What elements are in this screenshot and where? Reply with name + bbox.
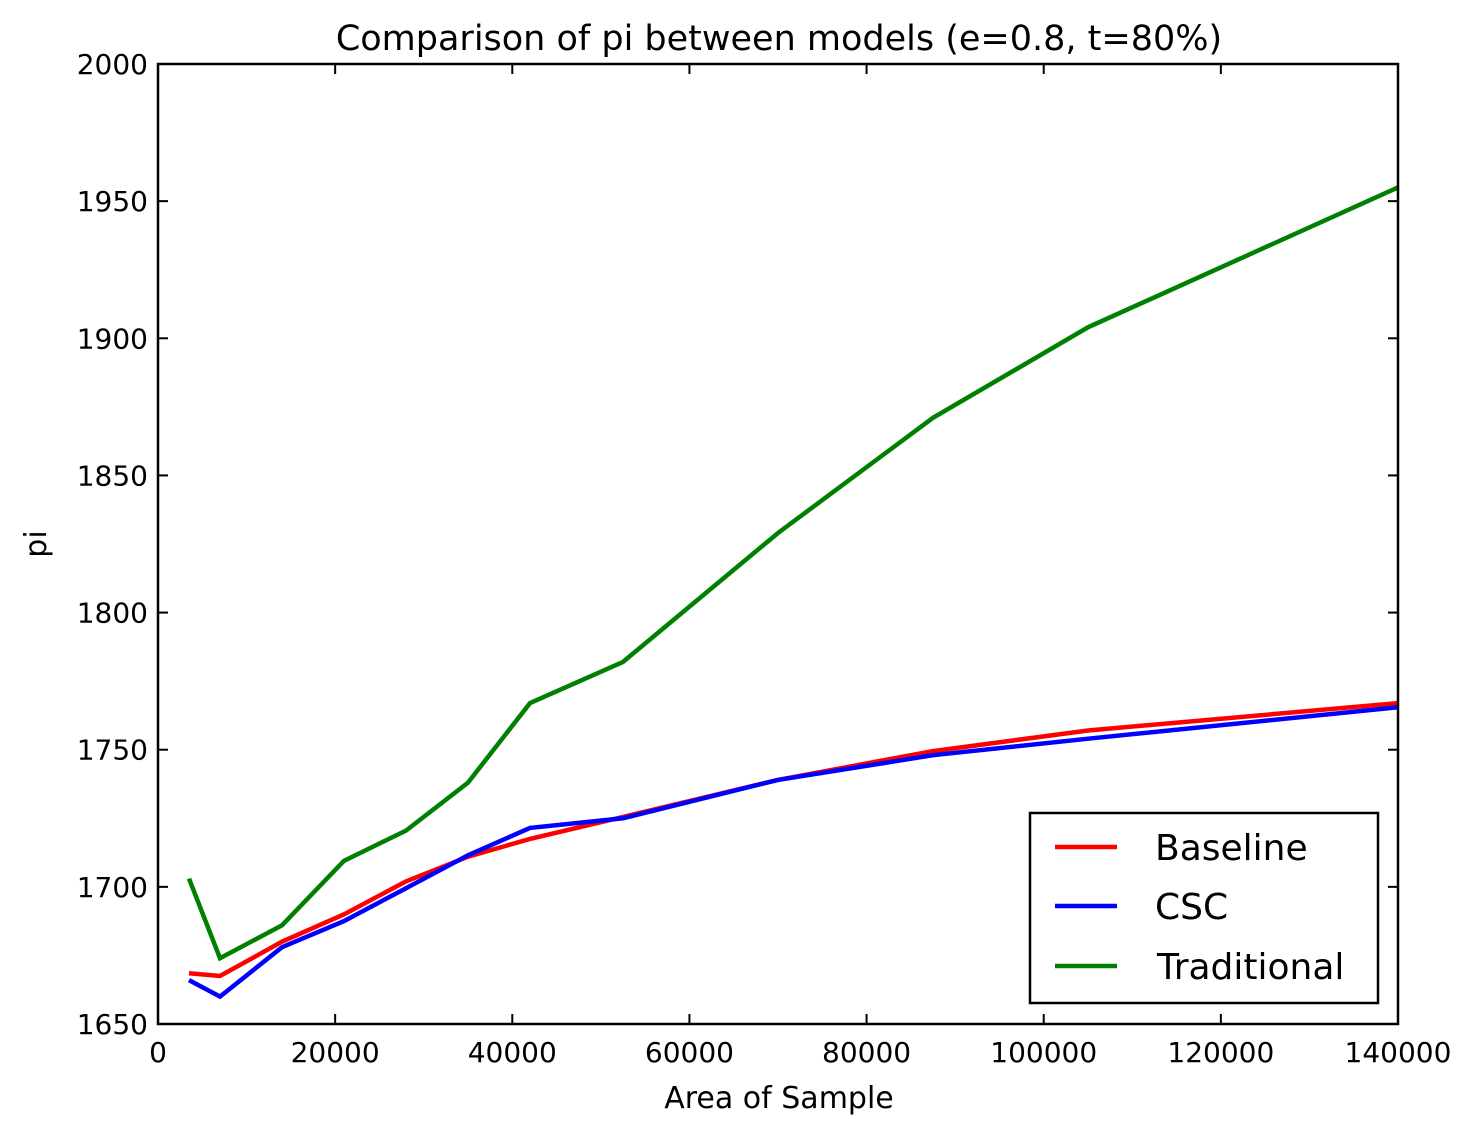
y-tick-label: 2000 (77, 48, 148, 81)
y-tick-label: 1900 (77, 322, 148, 355)
x-tick-label: 120000 (1167, 1036, 1274, 1069)
legend-label-traditional: Traditional (1156, 947, 1344, 988)
x-tick-label: 60000 (645, 1036, 734, 1069)
y-tick-label: 1750 (77, 734, 148, 767)
series-line-traditional (186, 185, 1399, 962)
y-tick-label: 1700 (77, 871, 148, 904)
x-tick-label: 80000 (822, 1036, 911, 1069)
axes-frame (156, 62, 1400, 1026)
x-tick-label: 140000 (1345, 1036, 1452, 1069)
series-layer (186, 185, 1399, 1000)
series-line-csc (187, 704, 1399, 1000)
legend-label-csc: CSC (1155, 887, 1228, 928)
x-tick-label: 20000 (291, 1036, 380, 1069)
y-tick-label: 1800 (77, 597, 148, 630)
plot-area: 0 20000 40000 60000 80000 100000 120000 140000 1… (77, 48, 1452, 1069)
y-tick-label: 1650 (77, 1008, 148, 1041)
legend: Baseline CSC Traditional (1028, 811, 1380, 1005)
chart-title: Comparison of pi between models (e=0.8, … (336, 19, 1222, 59)
x-axis-label: Area of Sample (664, 1081, 894, 1116)
legend-label-baseline: Baseline (1155, 828, 1308, 869)
series-line-baseline (188, 700, 1399, 979)
x-tick-label: 100000 (990, 1036, 1097, 1069)
x-tick-label: 0 (149, 1036, 167, 1069)
y-axis-label: pi (19, 530, 54, 557)
y-tick-label: 1950 (77, 185, 148, 218)
y-tick-label: 1850 (77, 459, 148, 492)
x-tick-label: 40000 (468, 1036, 557, 1069)
ticks-layer: 0 20000 40000 60000 80000 100000 120000 140000 1… (77, 48, 1452, 1069)
